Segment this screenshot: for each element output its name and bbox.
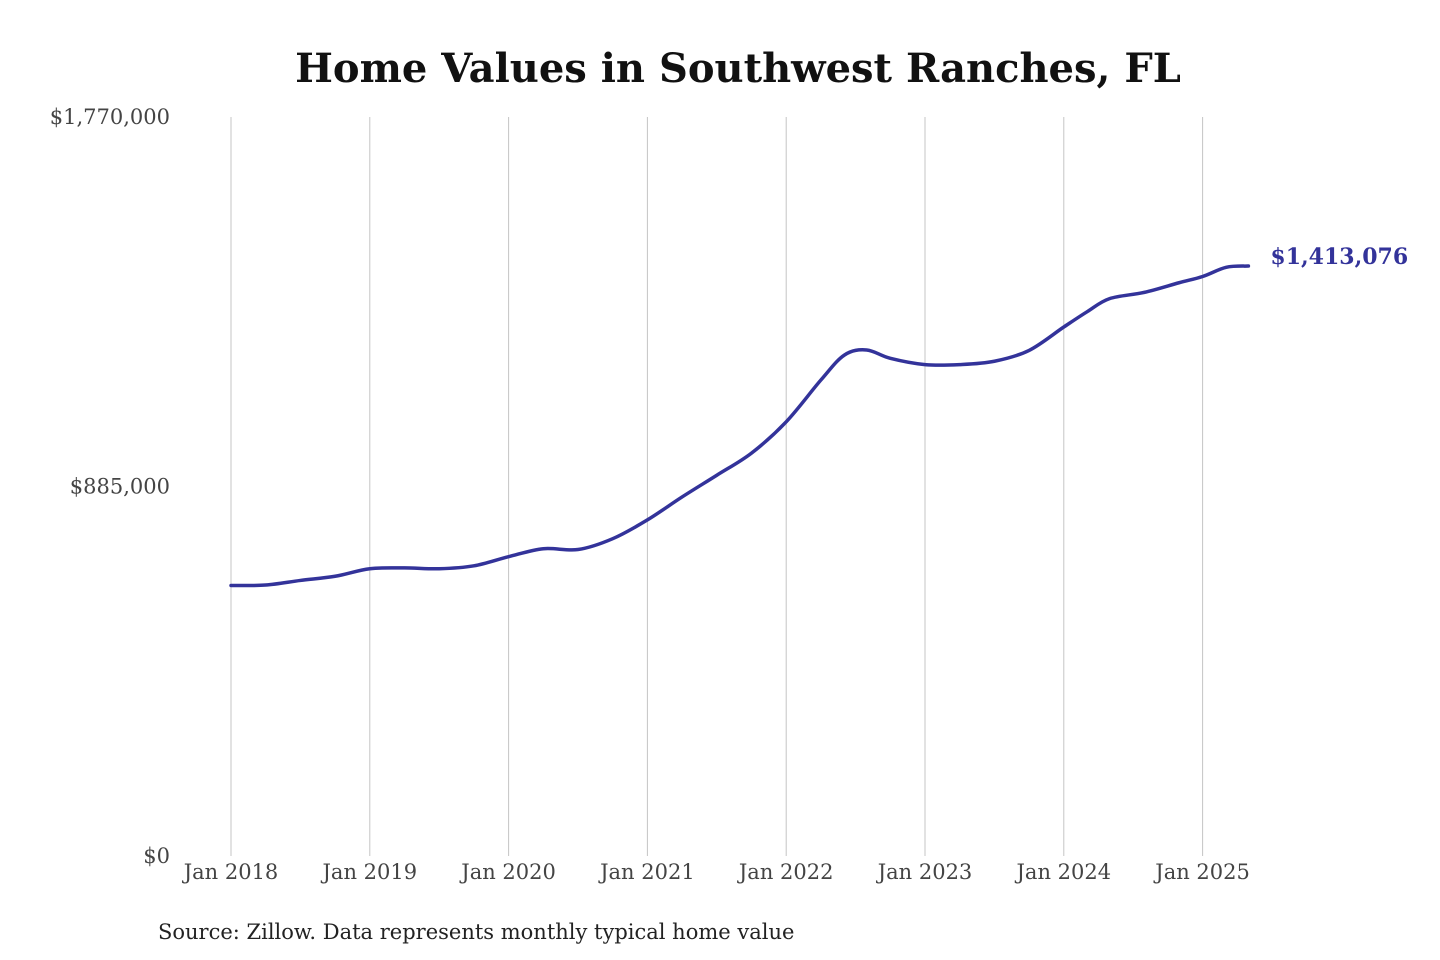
- y-axis-tick-labels: $0 $885,000 $1,770,000: [50, 105, 170, 868]
- y-tick-label-1: $885,000: [70, 475, 170, 499]
- source-note: Source: Zillow. Data represents monthly …: [158, 920, 794, 944]
- end-value-label: $1,413,076: [1270, 244, 1408, 270]
- x-tick-label-3: Jan 2021: [598, 860, 695, 884]
- x-tick-label-5: Jan 2023: [876, 860, 973, 884]
- x-tick-label-6: Jan 2024: [1015, 860, 1112, 884]
- vertical-grid-lines: [230, 117, 1204, 856]
- y-tick-label-2: $1,770,000: [50, 105, 170, 129]
- x-tick-label-7: Jan 2025: [1153, 860, 1250, 884]
- x-tick-label-0: Jan 2018: [182, 860, 279, 884]
- x-tick-label-1: Jan 2019: [321, 860, 418, 884]
- chart-title: Home Values in Southwest Ranches, FL: [295, 45, 1181, 92]
- x-tick-label-2: Jan 2020: [459, 860, 556, 884]
- x-tick-label-4: Jan 2022: [737, 860, 834, 884]
- x-axis-tick-labels: Jan 2018 Jan 2019 Jan 2020 Jan 2021 Jan 2022…: [182, 860, 1250, 884]
- series-line-0: [229, 264, 1251, 588]
- y-tick-label-0: $0: [143, 844, 170, 868]
- series-layer: [229, 264, 1251, 588]
